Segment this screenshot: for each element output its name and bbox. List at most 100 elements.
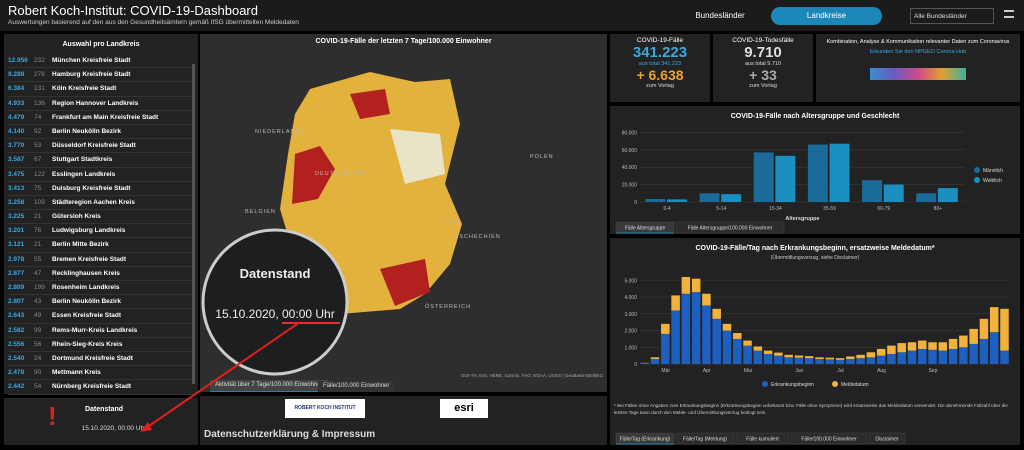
legend-label[interactable]: Meldedatum	[841, 382, 869, 388]
bar	[774, 356, 783, 364]
x-tick-label: 80+	[934, 206, 943, 212]
y-tick-label: 80.000	[622, 130, 638, 136]
bar	[897, 352, 906, 364]
cell: Recklinghausen Kreis	[52, 270, 120, 277]
bar	[867, 352, 876, 357]
cell: 109	[34, 196, 52, 209]
tab-label[interactable]: Fälle/Tag (Erkrankung)	[620, 437, 671, 443]
bar	[733, 339, 742, 364]
legend-label[interactable]: Weiblich	[983, 178, 1002, 184]
tab-label[interactable]: Fälle Altersgruppe	[625, 226, 666, 232]
legend-swatch[interactable]	[974, 167, 980, 173]
logo-rki: ROBERT KOCH INSTITUT	[285, 399, 365, 418]
attribution: GOI-TH, Esri, HERE, Garmin, FAO, NOAA, U…	[461, 373, 603, 378]
bar	[980, 319, 989, 339]
map-title: COVID-19-Fälle der letzten 7 Tage/100.00…	[200, 38, 607, 45]
tab-label[interactable]: Fälle/100.000 Einwohner	[801, 437, 857, 443]
x-tick-label: Jun	[795, 368, 803, 374]
bar	[764, 354, 773, 364]
bar	[815, 357, 824, 359]
scrollbar[interactable]	[192, 64, 195, 384]
tab-label[interactable]: Fälle kumuliert	[746, 437, 779, 443]
dropdown[interactable]: Alle Bundesländer	[910, 8, 994, 24]
cell: 56	[34, 338, 52, 351]
cell: Rhein-Sieg-Kreis Kreis	[52, 341, 122, 348]
legend-label[interactable]: Erkrankungsbeginn	[771, 382, 814, 388]
cell: 3.587	[8, 153, 34, 166]
map-tab-1[interactable]: Aktivität über 7 Tage/100.000 Einwohner	[210, 380, 328, 392]
age-chart: COVID-19-Fälle nach Altersgruppe und Ges…	[610, 106, 1020, 234]
cell: 131	[34, 82, 52, 95]
bar	[1000, 309, 1009, 351]
bar	[939, 342, 948, 350]
bar	[743, 341, 752, 346]
cell: 3.770	[8, 139, 34, 152]
bar	[754, 351, 763, 364]
tab-label[interactable]: Fälle/Tag (Meldung)	[683, 437, 728, 443]
bar	[733, 333, 742, 339]
bar	[667, 199, 687, 202]
legend-swatch[interactable]	[974, 177, 980, 183]
bar	[805, 358, 814, 364]
impressum-link[interactable]: Datenschutzerklärung & Impressum	[204, 429, 375, 440]
legend-swatch[interactable]	[762, 381, 768, 387]
cell: 2.809	[8, 281, 34, 294]
bar	[723, 331, 732, 364]
legend-swatch[interactable]	[832, 381, 838, 387]
bar	[969, 329, 978, 344]
stat-delta-label: zum Vortag	[713, 83, 813, 89]
cell: Gütersloh Kreis	[52, 213, 101, 220]
cell: 278	[34, 68, 52, 81]
hub-link[interactable]: Erkunden Sie den NPGEO Corona Hub	[816, 49, 1020, 55]
tab-landkreise[interactable]: Landkreise	[771, 7, 882, 25]
y-tick-label: 3.000	[624, 312, 637, 318]
cell: Mettmann Kreis	[52, 369, 101, 376]
title: Robert Koch-Institut: COVID-19-Dashboard	[8, 3, 258, 18]
map-tab-2[interactable]: Fälle/100.000 Einwohner	[318, 381, 394, 392]
bar	[918, 349, 927, 364]
cell: 2.807	[8, 295, 34, 308]
stat-delta: + 6.638	[610, 67, 710, 83]
list-title: Auswahl pro Landkreis	[4, 41, 198, 48]
bar	[862, 180, 882, 202]
bar	[826, 359, 835, 364]
bar	[641, 363, 650, 364]
bar	[775, 156, 795, 202]
bar	[721, 194, 741, 202]
x-tick-label: Aug	[877, 368, 886, 374]
bar	[784, 355, 793, 358]
legend-label[interactable]: Männlich	[983, 168, 1003, 174]
bar	[682, 294, 691, 364]
tab-label[interactable]: Disclaimer	[875, 437, 899, 443]
menu-icon[interactable]	[1004, 10, 1014, 18]
tab-bundeslaender[interactable]: Bundesländer	[680, 7, 760, 25]
tab-label[interactable]: Fälle Altersgruppe/100.000 Einwohner	[688, 226, 773, 232]
bar	[1000, 351, 1009, 364]
map-label: NIEDERLANDE	[255, 129, 305, 135]
